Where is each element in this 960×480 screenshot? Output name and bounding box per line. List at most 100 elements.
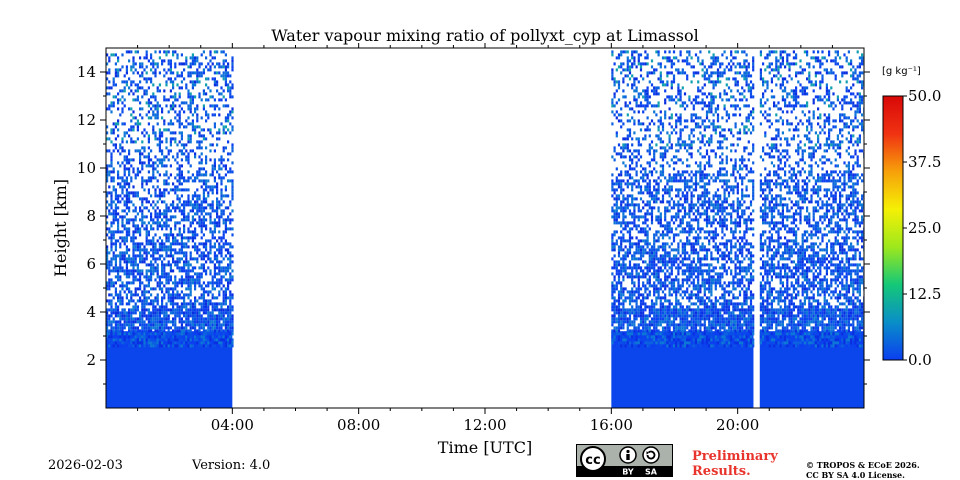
heatmap-cell — [106, 311, 109, 315]
heatmap-cell — [172, 254, 175, 258]
heatmap-cell — [141, 257, 144, 261]
heatmap-cell — [668, 302, 671, 306]
heatmap-cell — [202, 107, 205, 111]
heatmap-cell — [123, 203, 126, 207]
heatmap-cell — [688, 242, 691, 246]
heatmap-cell — [677, 263, 680, 267]
heatmap-cell — [154, 242, 157, 246]
heatmap-cell — [679, 89, 682, 93]
heatmap-cell — [672, 221, 676, 225]
heatmap-cell — [644, 203, 647, 207]
heatmap-cell — [114, 266, 117, 270]
heatmap-cell — [213, 242, 216, 246]
heatmap-cell — [642, 275, 645, 279]
heatmap-cell — [167, 293, 170, 297]
heatmap-cell — [125, 203, 128, 207]
heatmap-cell — [620, 338, 623, 342]
heatmap-cell — [653, 338, 656, 342]
heatmap-cell — [158, 323, 161, 327]
heatmap-cell — [688, 329, 691, 333]
heatmap-cell — [675, 332, 678, 336]
heatmap-cell — [187, 194, 190, 198]
heatmap-cell — [176, 233, 179, 237]
heatmap-cell — [187, 140, 190, 144]
heatmap-cell — [655, 341, 658, 345]
heatmap-cell — [615, 56, 618, 60]
heatmap-cell — [699, 161, 702, 165]
heatmap-cell — [659, 74, 662, 78]
heatmap-cell — [191, 239, 194, 243]
heatmap-cell — [620, 284, 623, 288]
heatmap-cell — [189, 74, 192, 78]
heatmap-cell — [202, 197, 205, 201]
heatmap-cell — [620, 191, 623, 195]
heatmap-cell — [648, 308, 651, 312]
heatmap-cell — [174, 260, 177, 264]
heatmap-cell — [666, 311, 669, 315]
heatmap-cell — [688, 98, 691, 102]
heatmap-cell — [180, 290, 183, 294]
heatmap-cell — [143, 320, 146, 324]
heatmap-cell — [174, 275, 177, 279]
heatmap-cell — [646, 251, 649, 255]
heatmap-cell — [132, 140, 135, 144]
heatmap-cell — [123, 269, 126, 273]
heatmap-cell — [659, 233, 662, 237]
heatmap-cell — [694, 53, 698, 57]
heatmap-cell — [110, 284, 113, 288]
heatmap-cell — [672, 236, 676, 240]
heatmap-cell — [644, 128, 647, 132]
heatmap-cell — [185, 305, 188, 309]
heatmap-cell — [635, 137, 638, 141]
heatmap-cell — [218, 98, 221, 102]
heatmap-cell — [637, 149, 640, 153]
heatmap-cell — [688, 323, 691, 327]
heatmap-cell — [172, 257, 175, 261]
heatmap-cell — [145, 197, 148, 201]
heatmap-cell — [655, 287, 658, 291]
heatmap-cell — [668, 98, 671, 102]
heatmap-cell — [128, 311, 131, 315]
heatmap-cell — [172, 233, 175, 237]
heatmap-cell — [646, 116, 649, 120]
heatmap-cell — [646, 95, 649, 99]
heatmap-cell — [681, 284, 684, 288]
heatmap-cell — [108, 149, 111, 153]
heatmap-cell — [161, 281, 164, 285]
heatmap-cell — [650, 194, 654, 198]
heatmap-cell — [653, 179, 656, 183]
heatmap-cell — [211, 245, 214, 249]
heatmap-cell — [683, 311, 687, 315]
heatmap-cell — [174, 308, 177, 312]
heatmap-cell — [628, 275, 632, 279]
heatmap-cell — [639, 323, 643, 327]
heatmap-cell — [114, 74, 117, 78]
heatmap-cell — [117, 200, 120, 204]
heatmap-cell — [668, 203, 671, 207]
heatmap-cell — [112, 209, 115, 213]
heatmap-cell — [679, 113, 682, 117]
heatmap-cell — [211, 320, 214, 324]
heatmap-cell — [123, 86, 126, 90]
heatmap-cell — [231, 110, 234, 114]
heatmap-cell — [119, 335, 122, 339]
heatmap-cell — [213, 125, 216, 129]
heatmap-cell — [644, 62, 647, 66]
heatmap-cell — [117, 56, 120, 60]
heatmap-cell — [611, 257, 614, 261]
heatmap-cell — [147, 116, 150, 120]
heatmap-cell — [635, 185, 638, 189]
heatmap-cell — [128, 200, 131, 204]
heatmap-cell — [163, 296, 166, 300]
heatmap-cell — [231, 305, 234, 309]
heatmap-cell — [615, 89, 618, 93]
heatmap-cell — [231, 245, 234, 249]
heatmap-cell — [661, 260, 665, 264]
heatmap-cell — [227, 104, 230, 108]
heatmap-cell — [679, 230, 682, 234]
heatmap-cell — [165, 233, 168, 237]
heatmap-cell — [624, 164, 627, 168]
heatmap-cell — [158, 344, 161, 348]
heatmap-cell — [178, 176, 181, 180]
heatmap-cell — [699, 317, 702, 321]
